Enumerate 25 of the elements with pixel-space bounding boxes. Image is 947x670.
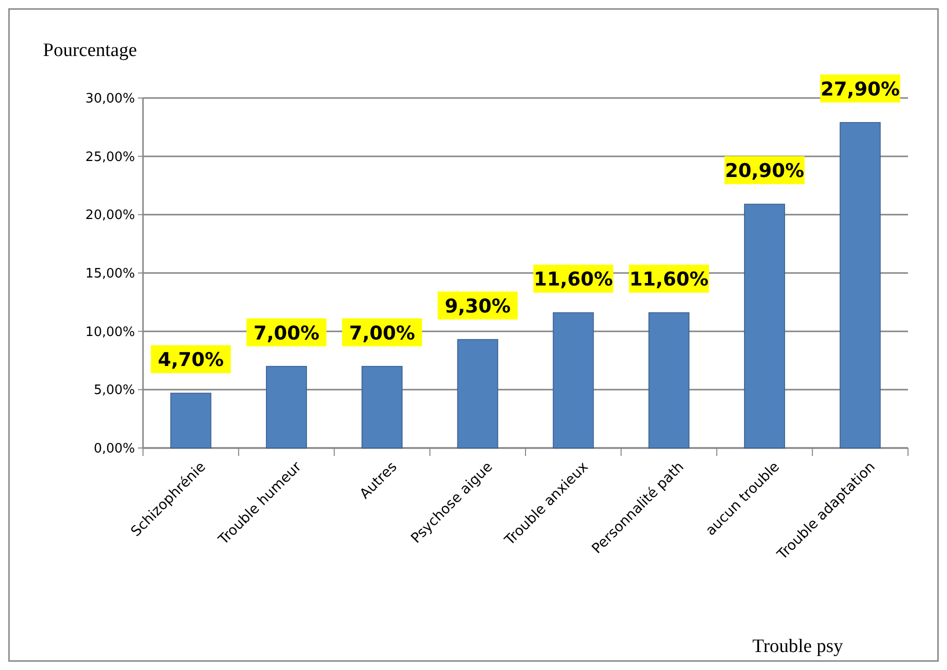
data-label: 4,70% (158, 349, 224, 372)
data-label: 11,60% (534, 268, 613, 291)
bar (744, 204, 786, 448)
bar (648, 312, 690, 448)
bar (170, 392, 212, 448)
data-label: 20,90% (724, 160, 804, 182)
y-tick-label: 30,00% (85, 92, 135, 107)
data-label: 7,00% (349, 322, 416, 344)
y-tick-label: 20,00% (85, 208, 135, 224)
bar (552, 312, 594, 448)
bar (457, 339, 498, 448)
y-tick-label: 10,00% (85, 324, 135, 340)
y-tick-label: 5,00% (94, 383, 135, 398)
x-axis-title: Trouble psy (752, 636, 844, 657)
data-label: 7,00% (253, 322, 320, 344)
y-tick-label: 0,00% (94, 442, 135, 457)
bar (362, 366, 403, 448)
y-tick-label: 15,00% (85, 266, 135, 282)
bar (266, 366, 307, 448)
y-tick-label: 25,00% (85, 150, 135, 165)
data-label: 11,60% (629, 268, 709, 291)
data-label: 9,30% (444, 296, 511, 318)
y-axis-title: Pourcentage (43, 40, 137, 61)
bar (840, 122, 881, 448)
data-label: 27,90% (820, 78, 900, 100)
